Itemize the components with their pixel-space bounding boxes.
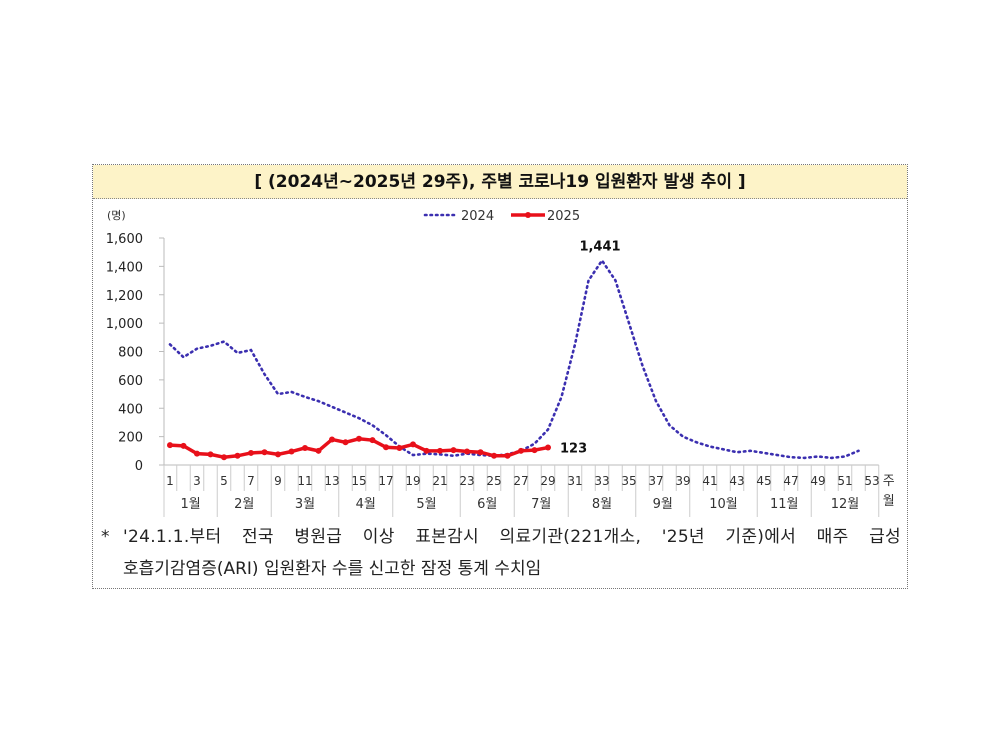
series-2025-point [531,447,538,454]
series-2025-point [207,451,214,458]
month-label: 7월 [531,497,551,512]
x-tick-label: 43 [729,474,744,488]
series-2025-point [477,449,484,456]
x-tick-label: 35 [621,474,636,488]
y-tick-label: 1,200 [106,289,143,304]
series-2025-point [450,447,457,454]
month-label: 2월 [234,497,254,512]
series-2025-point [410,441,416,448]
x-tick-label: 33 [594,474,609,488]
series-2025-point [342,439,349,446]
month-label: 9월 [653,497,673,512]
series-2025-point [275,451,281,458]
series-2025-point [248,449,254,456]
x-tick-label: 21 [432,474,447,488]
series-2025-point [167,442,173,449]
x-tick-label: 49 [810,474,825,488]
x-tick-label: 27 [513,474,528,488]
latest-label: 123 [560,442,587,457]
month-label: 8월 [592,497,612,512]
x-tick-label: 1 [166,474,174,488]
x-tick-label: 31 [567,474,582,488]
x-tick-label: 5 [220,474,228,488]
series-2025-point [369,437,376,444]
series-2025-point [315,447,322,454]
footnote-line-1: '24.1.1.부터 전국 병원급 이상 표본감시 의료기관(221개소, '2… [123,527,901,547]
x-tick-label: 29 [540,474,555,488]
series-2025-point [221,454,227,461]
x-tick-label: 3 [193,474,201,488]
x-tick-label: 47 [783,474,798,488]
series-2025-point [329,436,335,443]
month-label: 3월 [295,497,315,512]
y-tick-label: 200 [118,431,143,446]
legend-2025-label: 2025 [547,209,580,224]
footnote-marker: * [101,527,110,547]
x-tick-label: 51 [837,474,852,488]
series-2025-point [491,452,497,459]
series-2025-point [302,444,308,451]
x-tick-label: 9 [274,474,282,488]
x-tick-label: 13 [324,474,339,488]
x-tick-label: 39 [675,474,690,488]
series-2025-point [180,442,187,449]
y-tick-label: 1,400 [106,260,143,275]
y-tick-label: 400 [118,402,143,417]
x-tick-label: 11 [297,474,312,488]
chart-title: [ (2024년~2025년 29주), 주별 코로나19 입원환자 발생 추이… [93,165,907,199]
month-label: 5월 [416,497,436,512]
series-2025-point [518,447,524,454]
x-tick-label: 19 [405,474,420,488]
x-tick-label: 41 [702,474,717,488]
series-2025-point [261,449,268,456]
footnote-line-2: 호흡기감염증(ARI) 입원환자 수를 신고한 잠정 통계 수치임 [123,559,542,579]
y-tick-label: 0 [135,459,143,474]
y-tick-label: 1,000 [106,317,143,332]
y-axis-unit: (명) [107,209,126,222]
legend-2024-label: 2024 [461,209,494,224]
month-label: 1월 [181,497,201,512]
x-tick-label: 25 [486,474,501,488]
series-2025-point [396,444,403,451]
footnote: * '24.1.1.부터 전국 병원급 이상 표본감시 의료기관(221개소, … [101,521,901,585]
x-axis-label: 주 [883,474,895,489]
series-2025-point [464,448,470,455]
x-axis-label-month: 월 [883,494,895,509]
month-label: 6월 [477,497,497,512]
y-tick-label: 600 [118,374,143,389]
peak-label: 1,441 [579,240,620,255]
x-tick-label: 7 [247,474,255,488]
month-label: 4월 [356,497,376,512]
x-tick-label: 45 [756,474,771,488]
month-label: 12월 [831,497,860,512]
y-tick-label: 800 [118,346,143,361]
figure-box: [ (2024년~2025년 29주), 주별 코로나19 입원환자 발생 추이… [92,164,908,589]
x-tick-label: 53 [864,474,879,488]
series-2025-point [423,447,430,454]
series-2025-point [437,447,443,454]
series-2025-point [545,444,551,451]
x-tick-label: 17 [378,474,393,488]
legend-2025-marker [525,212,531,218]
x-tick-label: 15 [351,474,366,488]
month-label: 10월 [709,497,738,512]
series-2025-point [234,452,241,459]
series-2025-point [356,435,362,442]
series-2025-point [504,452,511,459]
x-tick-label: 23 [459,474,474,488]
series-2025-point [383,444,389,451]
series-2025-point [194,450,200,457]
series-2024-line [168,258,860,460]
x-tick-label: 37 [648,474,663,488]
y-tick-label: 1,600 [106,232,143,247]
series-2025-point [288,448,295,455]
month-label: 11월 [770,497,799,512]
